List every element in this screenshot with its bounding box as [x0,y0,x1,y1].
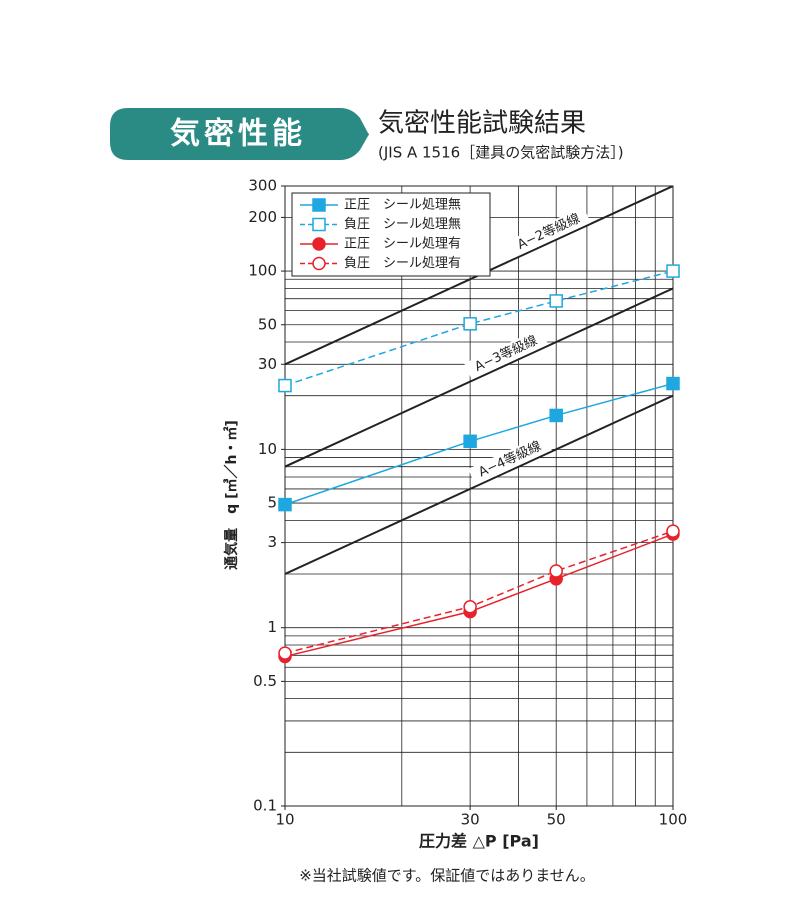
x-tick-label: 100 [659,811,688,829]
title: 気密性能試験結果 [378,109,586,139]
legend-marker [312,256,326,271]
marker [666,376,680,391]
badge: 気密性能 [170,117,306,152]
legend-label: 正圧 シール処理有 [344,237,461,252]
y-tick-label: 200 [248,208,277,226]
series-line [284,530,674,654]
subtitle: (JIS A 1516［建具の気密試験方法］) [378,144,624,162]
reference-line [285,394,673,575]
y-tick-label: 10 [258,440,277,458]
series-line [284,382,674,506]
marker [666,264,680,278]
plot-frame [284,185,674,807]
marker [549,294,563,308]
legend-marker [312,237,326,251]
y-tick-label: 3 [267,533,277,551]
y-tick-label: 0.5 [253,672,277,690]
marker [463,317,477,331]
y-tick-label: 5 [267,494,277,512]
legend-label: 正圧 シール処理無 [344,198,461,213]
y-tick-label: 0.1 [253,797,277,815]
series-line [284,533,674,658]
marker [463,434,477,449]
footnote: ※当社試験値です。保証値ではありません。 [299,867,595,885]
marker [549,408,563,423]
marker [666,524,680,538]
marker [278,378,292,393]
y-tick-label: 50 [258,315,277,333]
y-tick-label: 1 [267,618,277,636]
reference-label-bg [468,433,552,486]
x-axis-label: 圧力差 △P [Pa] [419,832,539,851]
legend-marker [312,217,326,232]
x-tick-label: 50 [547,811,566,829]
reference-label-bg [464,328,549,380]
x-tick-label: 30 [461,811,480,829]
legend-label: 負圧 シール処理有 [344,256,461,271]
reference-line [285,287,673,468]
y-tick-label: 30 [258,355,277,373]
series-line [284,270,674,387]
marker [549,564,563,578]
legend-marker [312,198,326,212]
marker [463,600,477,614]
x-tick-label: 10 [275,811,294,829]
marker [278,497,292,512]
marker [278,646,292,660]
badge-bg [110,108,369,160]
y-axis-label: 通気量 q [㎥／h・㎡] [223,420,240,570]
y-tick-label: 300 [248,177,277,195]
legend-label: 負圧 シール処理無 [344,217,461,232]
y-tick-label: 100 [248,262,277,280]
reference-label-bg [506,206,591,258]
